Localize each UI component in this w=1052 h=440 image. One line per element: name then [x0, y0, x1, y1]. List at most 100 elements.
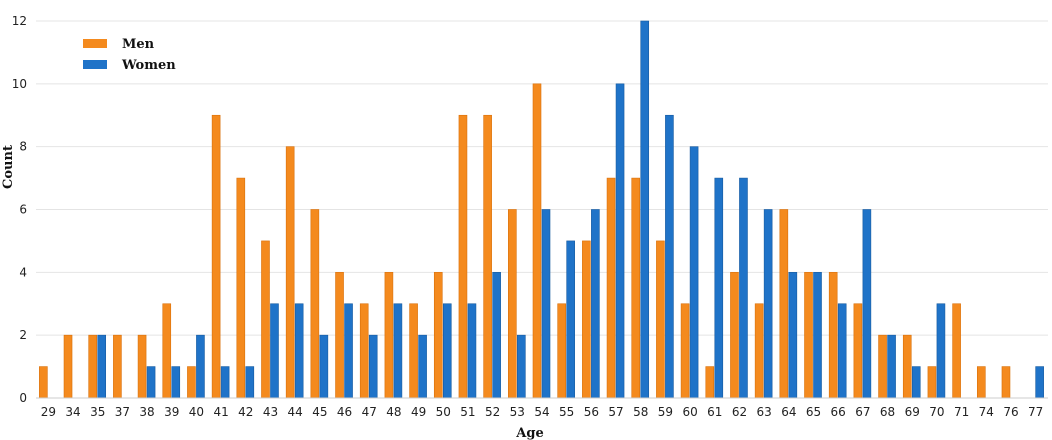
bar-men-44 — [285, 146, 295, 399]
bar-men-45 — [310, 209, 320, 399]
bar-women-64 — [788, 272, 798, 399]
x-tick-label: 50 — [436, 405, 451, 419]
bar-women-47 — [368, 334, 378, 399]
x-tick-label: 57 — [608, 405, 623, 419]
bar-men-68 — [878, 334, 887, 399]
x-tick-label: 63 — [757, 405, 772, 419]
x-tick-label: 43 — [263, 405, 278, 419]
legend-label-women: Women — [121, 58, 176, 73]
x-tick-label: 40 — [189, 405, 204, 419]
bar-men-40 — [187, 366, 196, 399]
x-tick-label: 64 — [781, 405, 796, 419]
x-tick-label: 58 — [633, 405, 648, 419]
x-tick-label: 41 — [213, 405, 228, 419]
x-tick-label: 71 — [954, 405, 969, 419]
bar-men-29 — [39, 366, 48, 399]
bar-men-42 — [236, 177, 246, 399]
bar-men-71 — [952, 303, 961, 399]
legend-label-men: Men — [122, 37, 155, 52]
x-tick-label: 69 — [905, 405, 920, 419]
bar-women-44 — [294, 303, 304, 399]
y-tick-label: 12 — [12, 14, 27, 28]
y-tick-label: 0 — [19, 391, 27, 405]
x-axis-title: Age — [515, 426, 543, 440]
bar-women-59 — [665, 114, 674, 399]
bar-women-52 — [492, 272, 501, 399]
x-tick-label: 42 — [238, 405, 253, 419]
bar-women-45 — [319, 334, 329, 399]
x-tick-label: 39 — [164, 405, 179, 419]
y-axis-ticks: 0 2 4 6 8 10 12 — [12, 14, 27, 405]
bar-men-76 — [1001, 366, 1011, 399]
bar-women-43 — [270, 303, 279, 399]
bar-men-63 — [754, 303, 764, 399]
bar-men-39 — [162, 303, 172, 399]
x-tick-label: 65 — [806, 405, 821, 419]
x-tick-label: 56 — [584, 405, 599, 419]
bar-men-47 — [359, 303, 369, 399]
bar-men-50 — [433, 272, 443, 399]
y-tick-label: 8 — [19, 140, 27, 154]
x-tick-label: 46 — [337, 405, 352, 419]
x-tick-label: 48 — [386, 405, 401, 419]
bar-men-70 — [927, 366, 937, 399]
x-tick-label: 44 — [288, 405, 303, 419]
bar-women-67 — [862, 209, 872, 399]
bar-women-41 — [220, 366, 230, 399]
x-axis-ticks: 29 34 35 37 38 39 40 41 42 43 44 45 46 47 48 49 50 51 52 53… — [41, 405, 1044, 419]
x-tick-label: 77 — [1028, 405, 1043, 419]
bar-men-34 — [63, 334, 73, 399]
bar-women-63 — [763, 209, 773, 399]
bar-men-43 — [261, 240, 270, 399]
bar-women-54 — [541, 209, 551, 399]
x-tick-label: 29 — [41, 405, 56, 419]
bar-men-66 — [828, 272, 838, 399]
bar-women-48 — [393, 303, 403, 399]
bar-women-40 — [196, 334, 205, 399]
x-tick-label: 54 — [534, 405, 549, 419]
y-tick-label: 4 — [19, 265, 27, 279]
bar-women-38 — [146, 366, 156, 399]
bar-men-55 — [557, 303, 566, 399]
bar-men-48 — [384, 272, 394, 399]
bar-men-67 — [853, 303, 863, 399]
bar-men-65 — [804, 272, 813, 399]
bar-men-74 — [976, 366, 986, 399]
bar-women-68 — [887, 334, 896, 399]
bar-women-77 — [1035, 366, 1044, 399]
x-tick-label: 38 — [139, 405, 154, 419]
bar-women-51 — [467, 303, 477, 399]
bar-men-58 — [631, 177, 641, 399]
bar-women-69 — [911, 366, 921, 399]
x-tick-label: 62 — [732, 405, 747, 419]
legend-swatch-women — [83, 60, 107, 69]
bar-women-62 — [739, 177, 748, 399]
bar-men-69 — [902, 334, 912, 399]
y-tick-label: 6 — [19, 203, 27, 217]
x-tick-label: 74 — [979, 405, 994, 419]
x-tick-label: 66 — [831, 405, 846, 419]
x-tick-label: 51 — [460, 405, 475, 419]
bar-men-61 — [705, 366, 715, 399]
bar-men-57 — [606, 177, 616, 399]
bar-women-49 — [418, 334, 427, 399]
bar-men-49 — [409, 303, 418, 399]
x-tick-label: 52 — [485, 405, 500, 419]
x-tick-label: 67 — [855, 405, 870, 419]
bar-men-53 — [508, 209, 517, 399]
bar-women-46 — [344, 303, 353, 399]
bar-men-52 — [483, 114, 492, 399]
bar-women-60 — [689, 146, 699, 399]
bar-men-64 — [779, 209, 789, 399]
bar-women-66 — [837, 303, 847, 399]
legend-swatch-men — [83, 39, 107, 48]
bar-women-35 — [97, 334, 107, 399]
bar-women-53 — [517, 334, 526, 399]
bar-women-58 — [640, 20, 650, 399]
bar-men-54 — [532, 83, 542, 399]
bar-men-35 — [88, 334, 98, 399]
x-tick-label: 35 — [90, 405, 105, 419]
bar-men-51 — [458, 114, 468, 399]
x-tick-label: 61 — [707, 405, 722, 419]
